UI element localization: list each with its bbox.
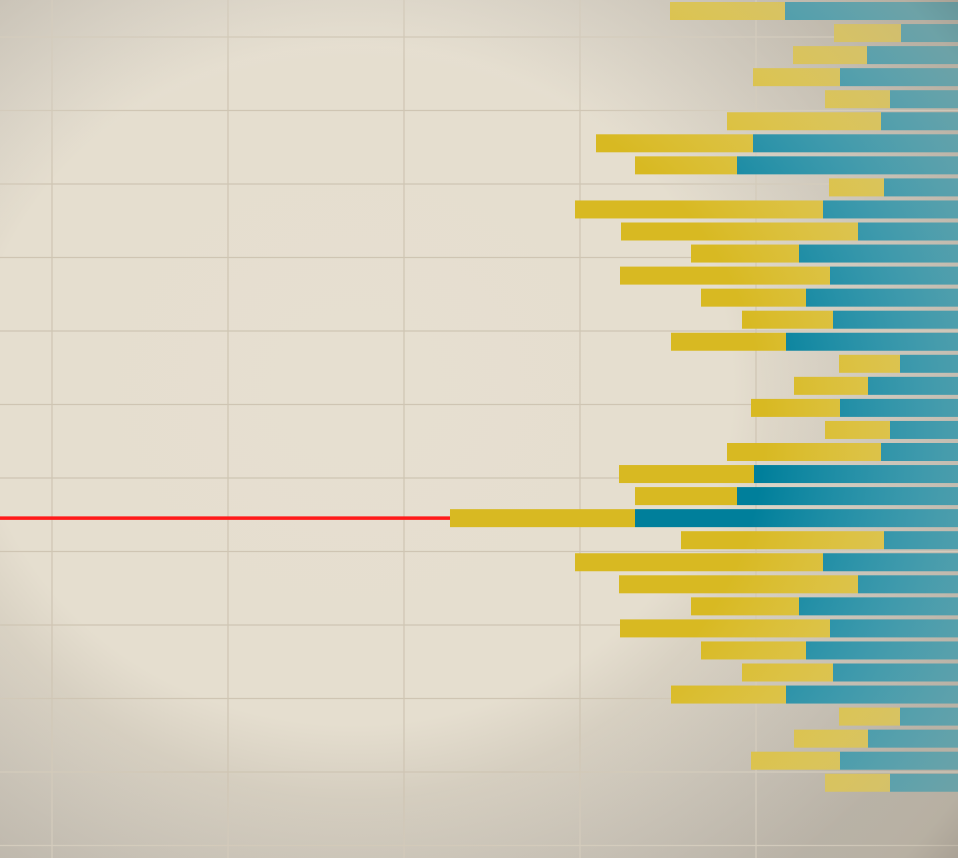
bar-segment-a (575, 200, 823, 219)
bar-segment-a (753, 68, 840, 87)
bar-segment-b (823, 200, 958, 219)
bar-segment-a (681, 531, 884, 550)
bar-segment-b (799, 244, 958, 263)
bar-segment-b (635, 509, 958, 528)
bar-segment-a (620, 619, 830, 638)
bar-segment-a (794, 376, 868, 395)
bar-segment-b (753, 134, 958, 153)
bar-segment-a (829, 178, 884, 197)
bar-segment-a (619, 575, 858, 594)
bar-segment-b (890, 420, 958, 439)
bar-segment-a (621, 222, 858, 241)
bar-segment-b (884, 178, 958, 197)
bar-segment-a (691, 597, 799, 616)
bar-segment-b (840, 68, 958, 87)
bar-segment-a (620, 266, 830, 285)
bar-segment-b (868, 376, 958, 395)
bar-segment-a (670, 2, 785, 20)
bar-segment-a (825, 90, 890, 109)
bar-segment-a (691, 244, 799, 263)
bar-segment-a (751, 398, 840, 417)
bar-segment-b (884, 531, 958, 550)
bar-segment-b (840, 751, 958, 770)
bar-segment-a (596, 134, 753, 153)
bar-segment-b (881, 443, 958, 461)
bar-segment-b (890, 90, 958, 109)
bar-segment-b (786, 332, 958, 351)
bar-segment-b (823, 553, 958, 572)
bar-segment-a (701, 641, 806, 660)
bar-segment-a (671, 332, 786, 351)
bar-segment-a (450, 509, 635, 528)
bar-segment-a (727, 112, 881, 131)
bar-segment-b (858, 222, 958, 241)
bar-segment-b (830, 619, 958, 638)
bar-segment-a (825, 773, 890, 792)
bar-segment-b (858, 575, 958, 594)
bar-segment-b (833, 663, 958, 682)
bar-segment-b (785, 2, 958, 20)
bar-segment-b (881, 112, 958, 131)
bar-segment-a (619, 465, 754, 484)
bar-segment-b (840, 398, 958, 417)
bar-segment-a (793, 46, 867, 65)
bar-segment-a (742, 310, 833, 329)
bar-segment-b (806, 288, 958, 307)
bar-segment-b (901, 24, 958, 43)
bar-segment-a (751, 751, 840, 770)
bar-segment-a (701, 288, 806, 307)
bar-segment-b (737, 156, 958, 175)
bar-segment-b (900, 707, 958, 726)
bar-segment-a (671, 685, 786, 704)
bar-segment-a (635, 487, 737, 506)
bar-segment-a (839, 707, 900, 726)
bar-segment-b (786, 685, 958, 704)
bar-segment-a (727, 443, 881, 461)
bar-segment-b (806, 641, 958, 660)
bar-segment-b (737, 487, 958, 506)
bar-segment-b (799, 597, 958, 616)
bar-segment-a (742, 663, 833, 682)
bar-segment-b (890, 773, 958, 792)
bar-segment-a (825, 420, 890, 439)
bar-segment-a (794, 729, 868, 748)
bar-segment-a (834, 24, 901, 43)
bar-segment-b (868, 729, 958, 748)
bar-segment-a (635, 156, 737, 175)
bar-segment-a (839, 354, 900, 373)
bar-segment-b (900, 354, 958, 373)
bar-segment-a (575, 553, 823, 572)
bar-segment-b (754, 465, 958, 484)
bar-segment-b (830, 266, 958, 285)
bar-segment-b (867, 46, 958, 65)
bar-segment-b (833, 310, 958, 329)
